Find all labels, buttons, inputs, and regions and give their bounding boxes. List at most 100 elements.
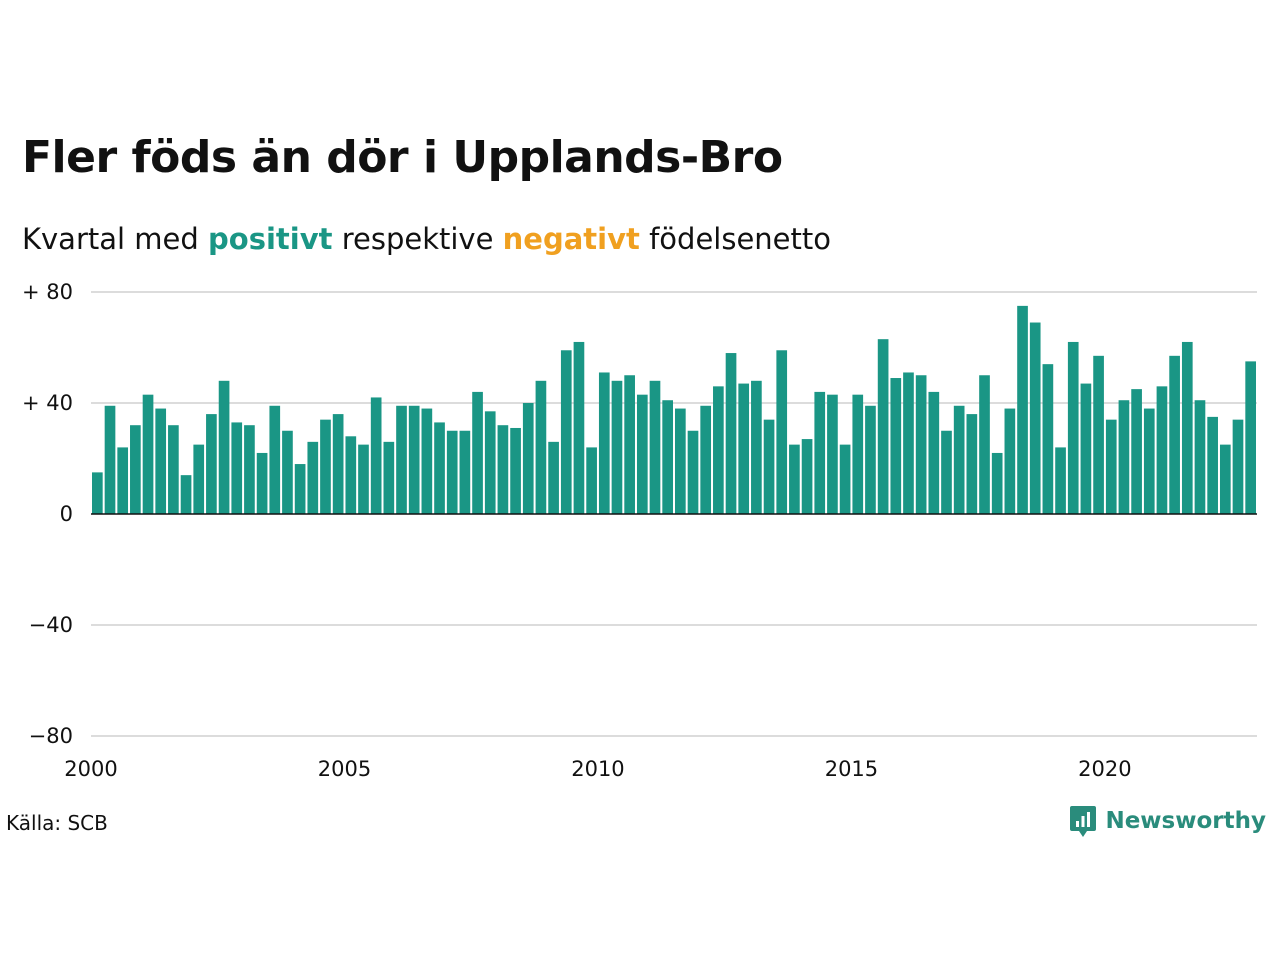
bar (244, 425, 255, 514)
bar (130, 425, 141, 514)
bar (155, 408, 167, 514)
bar (510, 427, 521, 514)
bar (852, 394, 864, 514)
bar (877, 339, 889, 514)
bar (827, 394, 838, 514)
subtitle-suffix: födelsenetto (649, 222, 831, 256)
bar (332, 414, 344, 514)
bar (218, 380, 230, 514)
bar (256, 452, 268, 514)
bar (459, 430, 471, 514)
bar (839, 444, 851, 514)
y-tick-label: −80 (29, 724, 73, 748)
bar (446, 430, 458, 514)
bar (814, 391, 826, 514)
bar (675, 408, 686, 514)
bar (294, 464, 306, 514)
bar (168, 425, 179, 514)
bar (345, 436, 357, 514)
y-tick-label: + 40 (22, 391, 73, 415)
bar (713, 386, 724, 514)
subtitle-middle: respektive (341, 222, 494, 256)
brand-name: Newsworthy (1105, 808, 1266, 834)
bar (751, 380, 762, 514)
bar (725, 353, 737, 514)
bar (700, 405, 712, 514)
bar (1029, 322, 1041, 514)
bar (586, 447, 597, 514)
bar (231, 422, 243, 514)
bar (1093, 355, 1104, 514)
brand-logo: Newsworthy (1069, 804, 1266, 838)
bar (104, 405, 116, 514)
bar (598, 372, 610, 514)
bar (1080, 383, 1092, 514)
bar (1194, 400, 1206, 514)
y-tick-label: 0 (60, 502, 73, 526)
bar-chart: −80 −40 0 + 40 + 80 2000 2005 2010 2015 2020 (22, 280, 1257, 781)
x-tick-label: 2010 (571, 757, 624, 781)
bar (611, 380, 623, 514)
bar (915, 375, 927, 514)
bar (535, 380, 547, 514)
bar (1105, 419, 1117, 514)
bar (662, 400, 673, 514)
bar (1042, 364, 1054, 514)
bar (383, 441, 395, 514)
bar (890, 378, 902, 514)
bar (142, 394, 154, 514)
bar (548, 441, 559, 514)
newsworthy-logo-icon (1070, 806, 1097, 837)
bar (472, 391, 483, 514)
bar (370, 397, 382, 514)
bar (1055, 447, 1066, 514)
bar (522, 403, 534, 514)
bar (1207, 416, 1218, 514)
bar (636, 394, 648, 514)
bar (484, 411, 496, 514)
bar (763, 419, 775, 514)
bar (979, 375, 990, 514)
x-tick-label: 2015 (825, 757, 878, 781)
bar (966, 414, 978, 514)
bar (941, 430, 952, 514)
y-tick-label: + 80 (22, 280, 73, 304)
subtitle-negative: negativt (502, 222, 640, 256)
bar (573, 341, 585, 514)
bar (180, 475, 192, 514)
source-note: Källa: SCB (6, 811, 108, 835)
bar (421, 408, 433, 514)
bar (92, 472, 103, 514)
bar (320, 419, 331, 514)
x-tick-label: 2000 (64, 757, 117, 781)
subtitle-prefix: Kvartal med (22, 222, 199, 256)
bar (1131, 389, 1142, 514)
bar (1169, 355, 1180, 514)
bar (307, 441, 319, 514)
bar (497, 425, 509, 514)
bar (649, 380, 661, 514)
bar (269, 405, 281, 514)
bar (738, 383, 750, 514)
bar (408, 405, 420, 514)
bar (789, 444, 800, 514)
bar (1143, 408, 1155, 514)
bar (1219, 444, 1231, 514)
bar (1232, 419, 1244, 514)
chart-subtitle: Kvartal med positivt respektive negativt… (22, 222, 831, 256)
bar (991, 452, 1003, 514)
bar (396, 405, 407, 514)
bar (1017, 305, 1028, 514)
bar (206, 414, 217, 514)
bar (434, 422, 445, 514)
bar (1181, 341, 1193, 514)
bar (903, 372, 914, 514)
bar (624, 375, 635, 514)
bar (687, 430, 699, 514)
chart-title: Fler föds än dör i Upplands-Bro (22, 132, 783, 183)
bar (560, 350, 572, 514)
bar (193, 444, 205, 514)
bar (1004, 408, 1016, 514)
bar (117, 447, 129, 514)
subtitle-positive: positivt (208, 222, 333, 256)
